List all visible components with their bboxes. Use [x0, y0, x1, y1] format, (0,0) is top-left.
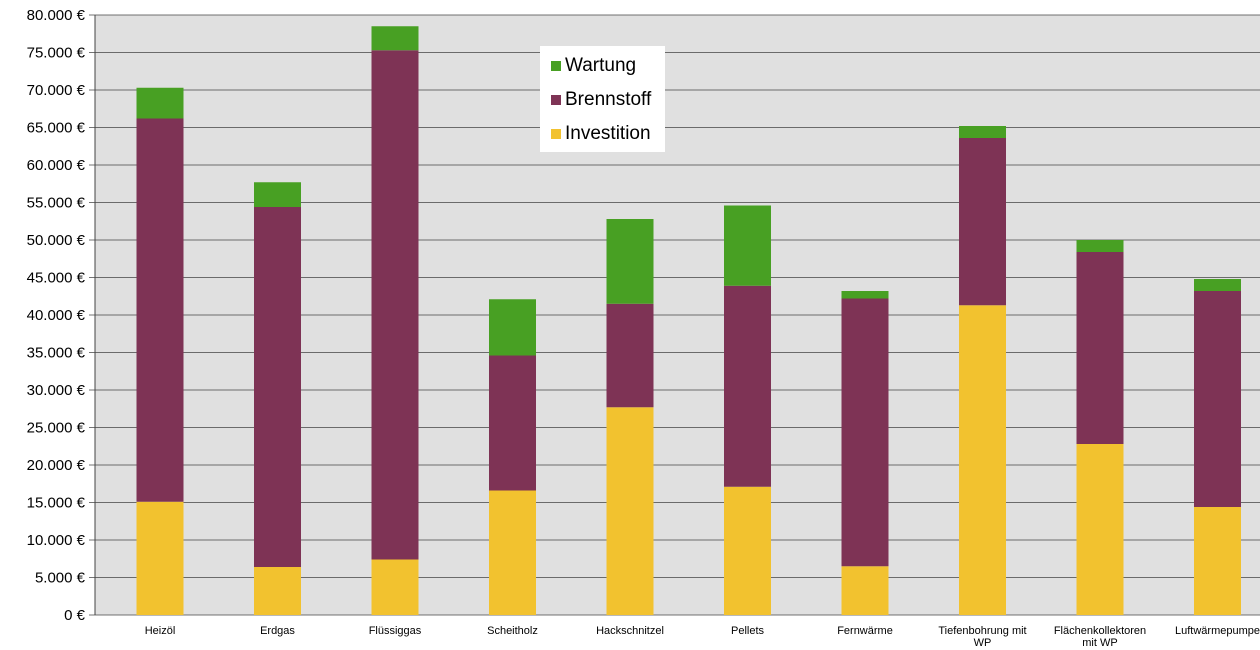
y-tick-label: 20.000 € [27, 457, 86, 474]
bar-segment-brennstoff [136, 118, 184, 502]
y-tick-label: 30.000 € [27, 382, 86, 399]
y-tick-label: 60.000 € [27, 157, 86, 174]
bar-segment-brennstoff [724, 285, 771, 487]
y-tick-label: 5.000 € [35, 570, 86, 587]
legend: Wartung Brennstoff Investition [540, 46, 665, 152]
y-tick-label: 35.000 € [27, 345, 86, 362]
y-tick-label: 45.000 € [27, 270, 86, 287]
y-tick-label: 40.000 € [27, 307, 86, 324]
bar-segment-investition [371, 559, 419, 615]
bar-segment-wartung [136, 87, 184, 119]
bar-segment-brennstoff [1194, 291, 1241, 507]
bar-segment-investition [489, 490, 536, 615]
bar-segment-investition [841, 566, 889, 615]
y-tick-label: 10.000 € [27, 532, 86, 549]
bar-segment-brennstoff [606, 303, 654, 408]
bar-segment-wartung [606, 219, 654, 304]
bar-segment-wartung [724, 205, 771, 286]
bar-segment-investition [959, 305, 1006, 615]
bar-segment-brennstoff [841, 298, 889, 567]
y-tick-label: 65.000 € [27, 120, 86, 137]
legend-label: Wartung [565, 55, 636, 76]
bar-segment-wartung [371, 26, 419, 51]
x-tick-label: Flächenkollektoren mit WP [1054, 625, 1146, 649]
bar-segment-investition [1076, 444, 1124, 615]
x-tick-label: Erdgas [260, 625, 295, 637]
x-tick-label: Flüssiggas [369, 625, 422, 637]
legend-label: Investition [565, 123, 651, 144]
x-axis-category-labels: Heizöl Erdgas Flüssiggas Scheitholz Hackschn… [145, 625, 1260, 649]
y-tick-label: 70.000 € [27, 82, 86, 99]
x-tick-label: Hackschnitzel [596, 625, 664, 637]
bar-segment-wartung [254, 182, 301, 207]
x-tick-label: Luftwärmepumpe [1175, 625, 1260, 637]
bar-segment-wartung [1076, 240, 1124, 252]
bars [136, 26, 1241, 615]
bar-segment-wartung [489, 299, 536, 356]
legend-swatch [551, 95, 561, 105]
y-tick-label: 15.000 € [27, 495, 86, 512]
bar-segment-investition [724, 486, 771, 615]
bar-segment-brennstoff [254, 207, 301, 567]
bar-segment-wartung [841, 291, 889, 299]
x-tick-label: Scheitholz [487, 625, 538, 637]
x-tick-label: Tiefenbohrung mit WP [938, 625, 1026, 649]
x-tick-label: Pellets [731, 625, 765, 637]
y-axis-tick-labels: 0 € 5.000 € 10.000 € 15.000 € 20.000 € 25.000… [27, 7, 86, 624]
bar-segment-investition [1194, 507, 1241, 615]
legend-label: Brennstoff [565, 89, 652, 110]
y-tick-label: 50.000 € [27, 232, 86, 249]
bar-segment-investition [606, 407, 654, 615]
legend-swatch [551, 61, 561, 71]
bar-segment-brennstoff [1076, 252, 1124, 444]
bar-segment-brennstoff [371, 50, 419, 560]
bar-segment-investition [136, 501, 184, 615]
bar-segment-wartung [1194, 279, 1241, 291]
x-tick-label: Fernwärme [837, 625, 893, 637]
y-tick-label: 55.000 € [27, 195, 86, 212]
y-tick-label: 80.000 € [27, 7, 86, 24]
x-tick-label: Heizöl [145, 625, 176, 637]
bar-segment-investition [254, 567, 301, 615]
legend-swatch [551, 129, 561, 139]
bar-segment-brennstoff [489, 355, 536, 491]
y-tick-label: 0 € [64, 607, 86, 624]
y-tick-label: 75.000 € [27, 45, 86, 62]
y-tick-label: 25.000 € [27, 420, 86, 437]
bar-segment-brennstoff [959, 138, 1006, 306]
bar-segment-wartung [959, 126, 1006, 138]
